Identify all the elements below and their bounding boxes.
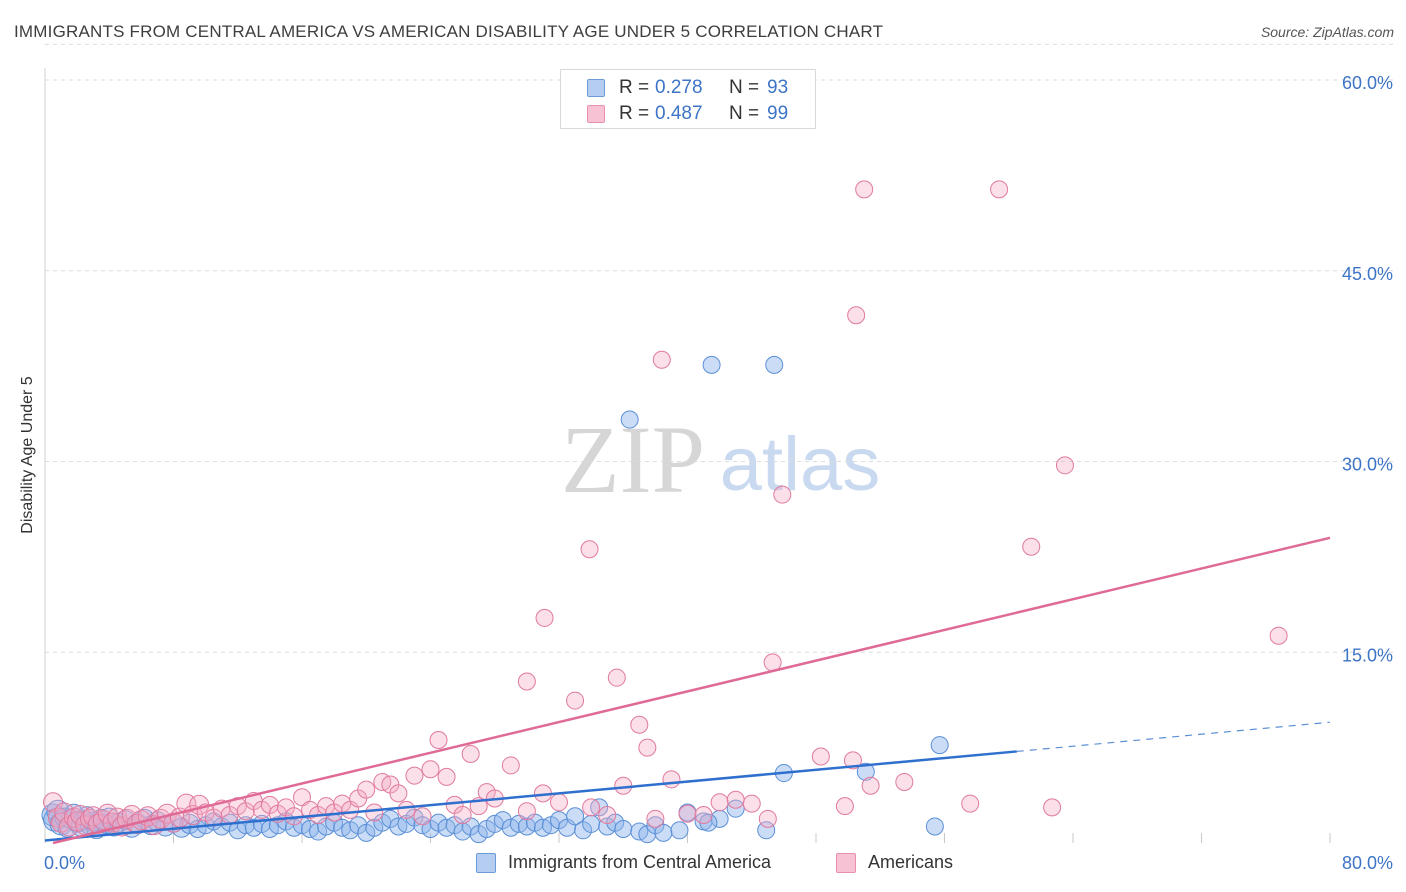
legend-label-americans: Americans: [868, 852, 954, 872]
correlation-legend: R = 0.278 N = 93 R = 0.487 N = 99: [560, 69, 816, 129]
data-point: [847, 306, 866, 325]
data-point: [397, 800, 416, 819]
data-point: [758, 809, 777, 828]
y-tick-label: 45.0%: [1342, 264, 1393, 284]
legend-r-label: R =: [619, 103, 650, 124]
legend-n-value: 93: [767, 77, 789, 98]
data-point: [1269, 626, 1288, 645]
data-point: [638, 738, 657, 757]
data-point: [357, 780, 376, 799]
data-point: [421, 760, 440, 779]
legend-swatch-pink: [836, 852, 856, 873]
data-point: [990, 180, 1009, 199]
data-point: [855, 180, 874, 199]
series-americans: [43, 180, 1288, 837]
data-point: [582, 814, 601, 833]
data-point: [765, 355, 784, 374]
data-point: [607, 668, 626, 687]
data-point: [961, 794, 980, 813]
legend-row-americans: R = 0.487 N = 99: [587, 101, 788, 127]
trend-line-immigrants: [44, 750, 1017, 842]
data-point: [176, 793, 197, 814]
data-point: [413, 807, 432, 826]
legend-swatch-blue: [587, 79, 605, 97]
data-point: [614, 820, 633, 839]
data-point: [535, 608, 554, 627]
data-point: [694, 806, 713, 825]
data-point: [835, 797, 854, 816]
data-point: [453, 806, 472, 825]
data-point: [861, 776, 880, 795]
x-tick-label: 80.0%: [1342, 853, 1393, 873]
source-label: Source: ZipAtlas.com: [1260, 24, 1394, 40]
legend-swatch-blue: [476, 852, 496, 873]
data-point: [293, 788, 311, 807]
data-point: [678, 804, 697, 823]
data-point: [582, 798, 601, 817]
data-point: [742, 794, 761, 813]
data-point: [566, 807, 585, 826]
chart-title: IMMIGRANTS FROM CENTRAL AMERICA VS AMERI…: [14, 22, 884, 41]
watermark-atlas: atlas: [720, 422, 881, 507]
data-point: [652, 350, 671, 369]
data-point: [1043, 798, 1062, 817]
data-point: [726, 790, 745, 809]
data-point: [620, 410, 639, 429]
data-point: [654, 823, 673, 842]
data-point: [365, 803, 384, 822]
data-point: [930, 736, 949, 755]
data-point: [856, 762, 875, 781]
data-point: [895, 772, 914, 791]
legend-label-immigrants: Immigrants from Central America: [508, 852, 772, 872]
legend-swatch-pink: [587, 105, 605, 123]
legend-r-value: 0.487: [655, 103, 703, 124]
data-point: [811, 747, 830, 766]
y-tick-label: 15.0%: [1342, 645, 1393, 665]
data-point: [580, 540, 599, 559]
series-legend: Immigrants from Central America American…: [0, 852, 1406, 878]
data-point: [43, 792, 64, 813]
y-tick-label: 30.0%: [1342, 455, 1393, 475]
trend-line-americans: [52, 536, 1331, 845]
data-point: [1055, 456, 1074, 475]
legend-n-label: N =: [729, 77, 760, 98]
data-point: [566, 691, 585, 710]
data-point: [429, 730, 448, 749]
legend-r-label: R =: [619, 77, 650, 98]
data-point: [405, 766, 424, 785]
data-point: [646, 809, 665, 828]
data-point: [501, 756, 520, 775]
legend-row-immigrants: R = 0.278 N = 93: [587, 75, 788, 101]
data-point: [517, 802, 536, 821]
legend-n-label: N =: [729, 103, 760, 124]
x-tick-label: 0.0%: [44, 853, 85, 873]
y-tick-label: 60.0%: [1342, 73, 1393, 93]
legend-item-immigrants[interactable]: Immigrants from Central America: [476, 852, 771, 873]
data-point: [710, 793, 729, 812]
data-point: [630, 715, 649, 734]
data-point: [702, 355, 721, 374]
data-point: [517, 672, 536, 691]
data-point: [773, 485, 792, 504]
data-point: [757, 821, 776, 840]
data-point: [389, 784, 408, 803]
legend-r-value: 0.278: [655, 77, 703, 98]
data-point: [662, 770, 681, 789]
data-point: [843, 751, 862, 770]
data-point: [550, 793, 568, 812]
data-point: [925, 817, 944, 836]
data-point: [1022, 537, 1041, 556]
data-point: [598, 806, 617, 825]
data-point: [670, 821, 689, 840]
data-point: [437, 767, 456, 786]
data-point: [461, 744, 480, 763]
legend-n-value: 99: [767, 103, 789, 124]
watermark-zip: ZIP: [561, 406, 705, 513]
trend-line-immigrants-extension: [1016, 721, 1331, 753]
legend-item-americans[interactable]: Americans: [836, 852, 953, 873]
